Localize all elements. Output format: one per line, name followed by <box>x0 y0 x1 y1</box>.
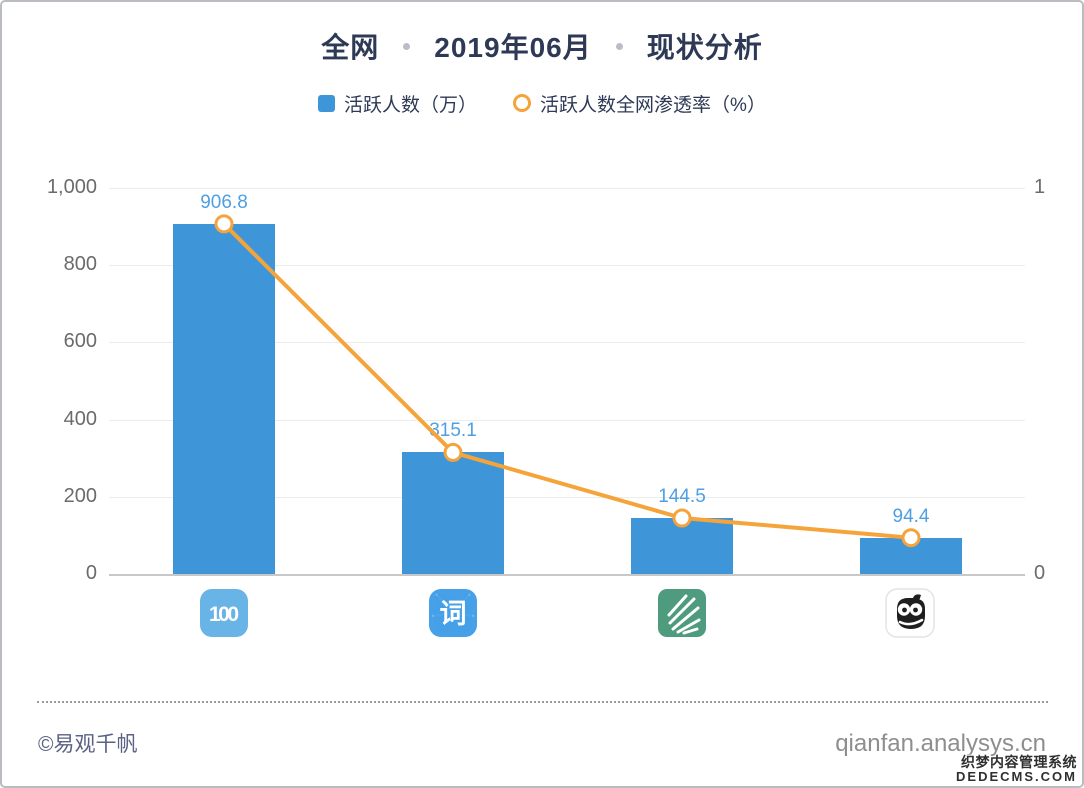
legend-item-penetration: 活跃人数全网渗透率（%） <box>513 90 766 117</box>
y-axis-left-tick-label: 600 <box>63 330 97 353</box>
svg-text:词: 词 <box>440 599 467 629</box>
gridline <box>109 574 1025 576</box>
legend-label: 活跃人数全网渗透率（%） <box>540 94 766 116</box>
bar <box>860 537 962 574</box>
title-separator-dot <box>615 42 623 50</box>
title-scope: 全网 <box>321 32 380 63</box>
y-axis-left-tick-label: 800 <box>63 253 97 276</box>
y-axis-left-tick-label: 200 <box>63 484 97 507</box>
bar <box>173 223 275 574</box>
app-icon-green-leaf <box>658 589 706 637</box>
chart-legend: 活跃人数（万） 活跃人数全网渗透率（%） <box>2 90 1082 116</box>
site-url-text: qianfan.analysys.cn <box>835 730 1046 757</box>
gridline <box>109 188 1025 189</box>
y-axis-left-tick-label: 0 <box>85 562 97 584</box>
dedecms-watermark: 织梦内容管理系统 DEDECMS.COM <box>956 754 1077 785</box>
bar-series-swatch-icon <box>318 94 336 112</box>
svg-text:100: 100 <box>209 603 239 626</box>
bar-value-label: 906.8 <box>200 191 248 213</box>
title-separator-dot <box>403 42 411 50</box>
app-icon-owl <box>885 588 935 638</box>
watermark-line1: 织梦内容管理系统 <box>961 753 1077 770</box>
y-axis-right-tick-label: 1 <box>1034 176 1046 198</box>
y-axis-right-tick-label: 0 <box>1034 562 1046 584</box>
bar-value-label: 315.1 <box>429 420 477 442</box>
bar <box>402 452 504 574</box>
watermark-line2: DEDECMS.COM <box>956 769 1077 785</box>
bar-value-label: 94.4 <box>892 505 930 527</box>
y-axis-left-tick-label: 400 <box>63 407 97 430</box>
legend-label: 活跃人数（万） <box>344 94 478 116</box>
legend-item-active-users: 活跃人数（万） <box>318 90 477 117</box>
bar-value-label: 144.5 <box>658 486 706 508</box>
y-axis-left-tick-label: 1,000 <box>46 176 97 198</box>
page-title: 全网 2019年06月 现状分析 <box>2 26 1082 66</box>
app-icon-blue-ci: 词 <box>429 589 477 637</box>
penetration-line <box>222 222 912 540</box>
app-icon-blue-100: 100 <box>200 589 248 637</box>
title-period: 2019年06月 <box>434 32 592 63</box>
line-series-ring-icon <box>513 94 532 112</box>
footer-divider <box>37 701 1048 703</box>
bar <box>631 518 733 574</box>
copyright-text: ©易观千帆 <box>38 733 138 756</box>
title-type: 现状分析 <box>646 32 763 63</box>
